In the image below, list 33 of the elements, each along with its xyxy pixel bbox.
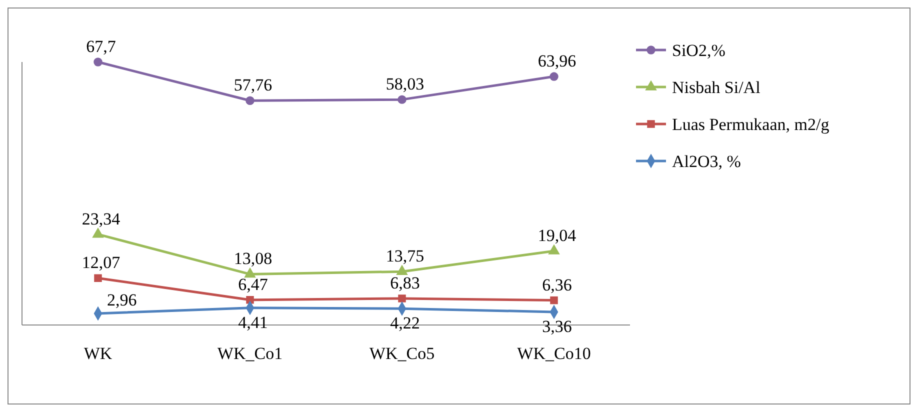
data-label: 57,76 — [234, 76, 272, 95]
data-label: 12,07 — [82, 253, 121, 272]
legend-label: Luas Permukaan, m2/g — [672, 115, 830, 134]
data-label: 6,36 — [542, 275, 572, 294]
point — [94, 274, 102, 282]
data-label: 13,08 — [234, 249, 272, 268]
x-tick-label: WK_Co10 — [517, 344, 591, 364]
data-label: 58,03 — [386, 74, 424, 94]
point — [246, 96, 254, 105]
data-label: 3,36 — [542, 316, 572, 336]
point — [398, 95, 406, 104]
data-label: 2,96 — [107, 290, 137, 310]
x-tick-label: WK_Co5 — [369, 344, 435, 364]
legend-label: Al2O3, % — [672, 152, 741, 171]
point — [94, 58, 102, 66]
x-tick-label: WK_Co1 — [217, 344, 283, 364]
data-label: 63,96 — [538, 52, 576, 71]
x-tick-label: WK — [84, 344, 113, 364]
data-label: 23,34 — [82, 209, 121, 228]
data-label: 4,41 — [238, 312, 268, 332]
point — [550, 296, 558, 304]
data-label: 6,83 — [390, 273, 420, 292]
data-label: 4,22 — [390, 314, 420, 333]
data-label: 6,47 — [238, 274, 268, 294]
data-label: 67,7 — [86, 37, 116, 56]
data-label: 13,75 — [386, 246, 424, 266]
point — [92, 228, 104, 238]
point — [398, 294, 406, 302]
data-label: 19,04 — [538, 226, 577, 246]
point — [550, 72, 558, 81]
legend-label: SiO2,% — [672, 41, 726, 60]
legend-label: Nisbah Si/Al — [672, 78, 761, 97]
point — [246, 296, 254, 304]
